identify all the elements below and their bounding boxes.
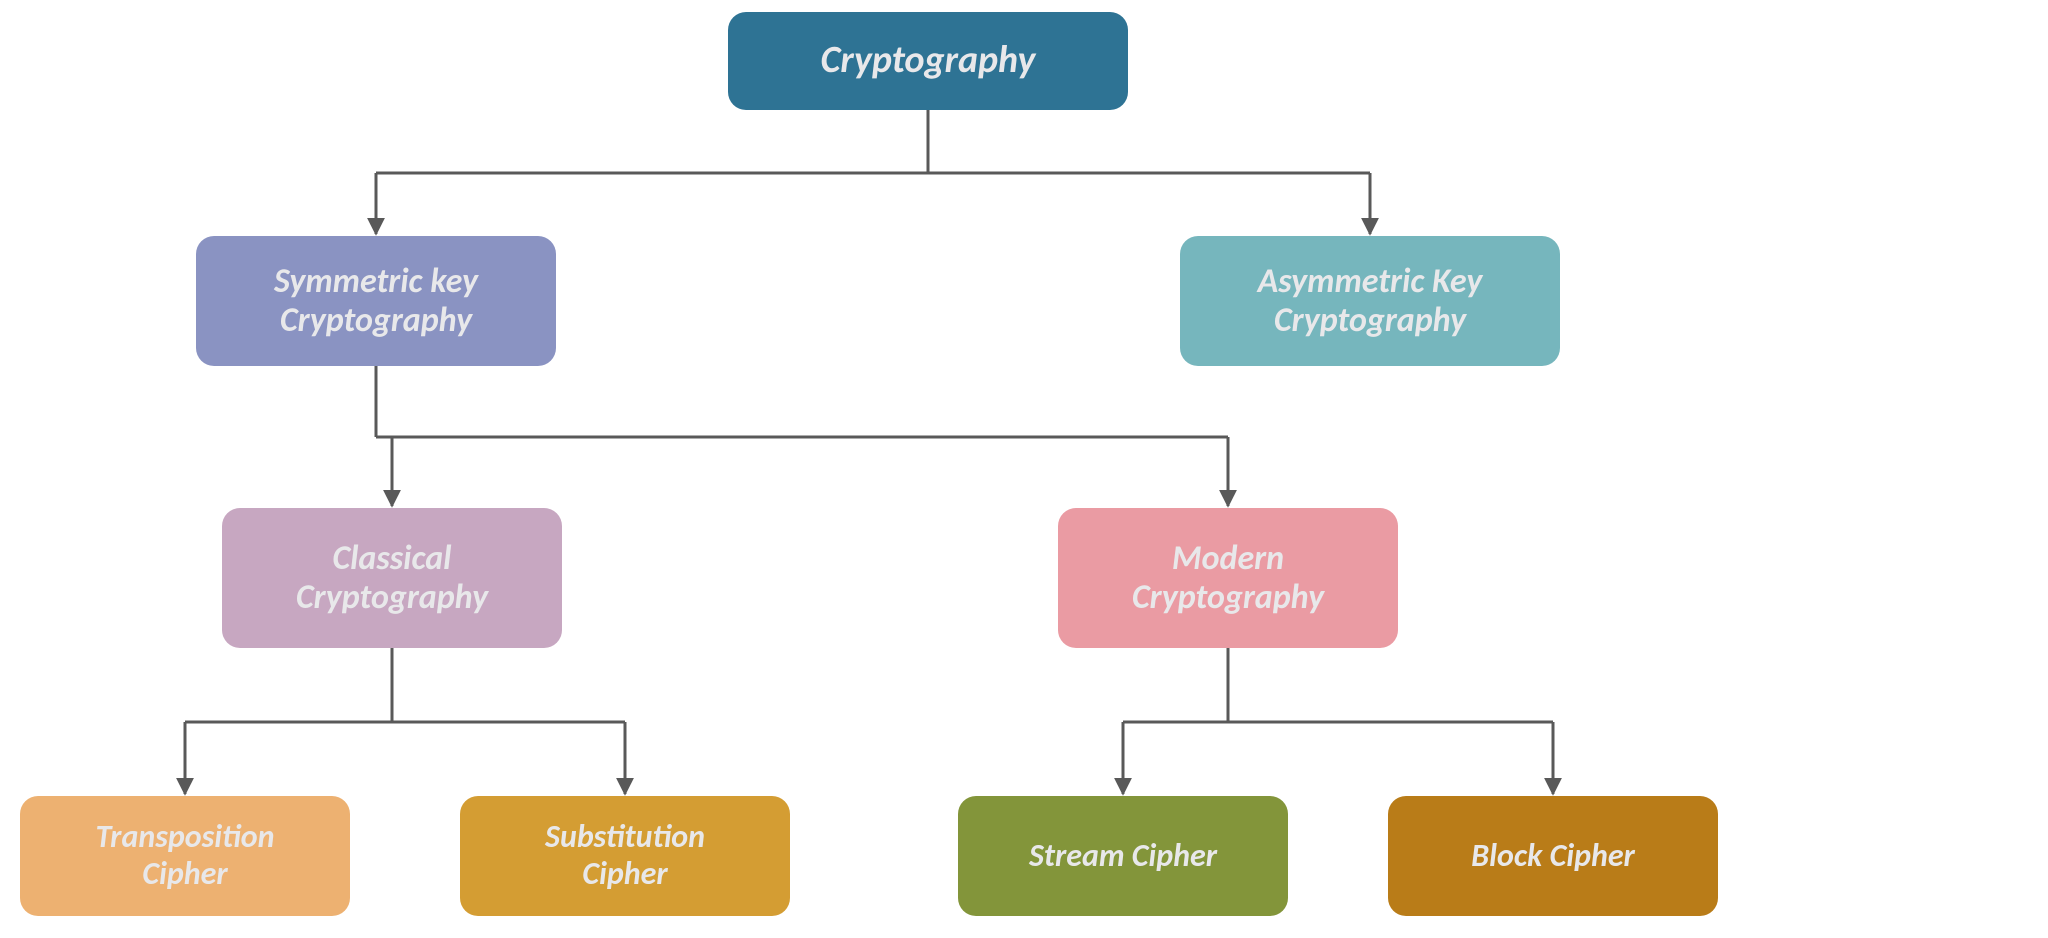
node-label: ModernCryptography [1132,539,1324,617]
node-label: Stream Cipher [1029,838,1217,875]
node-transposition: TranspositionCipher [20,796,350,916]
node-label: ClassicalCryptography [296,539,488,617]
node-label: TranspositionCipher [95,819,274,893]
node-label: Asymmetric KeyCryptography [1258,262,1483,340]
node-sym: Symmetric keyCryptography [196,236,556,366]
node-label: Symmetric keyCryptography [274,262,478,340]
node-asym: Asymmetric KeyCryptography [1180,236,1560,366]
node-substitution: SubstitutionCipher [460,796,790,916]
node-stream: Stream Cipher [958,796,1288,916]
node-label: Block Cipher [1471,838,1635,875]
node-modern: ModernCryptography [1058,508,1398,648]
node-classical: ClassicalCryptography [222,508,562,648]
node-block: Block Cipher [1388,796,1718,916]
node-label: SubstitutionCipher [545,819,705,893]
diagram-canvas: Cryptography Symmetric keyCryptography Asy… [0,0,2048,938]
node-label: Cryptography [821,39,1036,83]
node-root: Cryptography [728,12,1128,110]
